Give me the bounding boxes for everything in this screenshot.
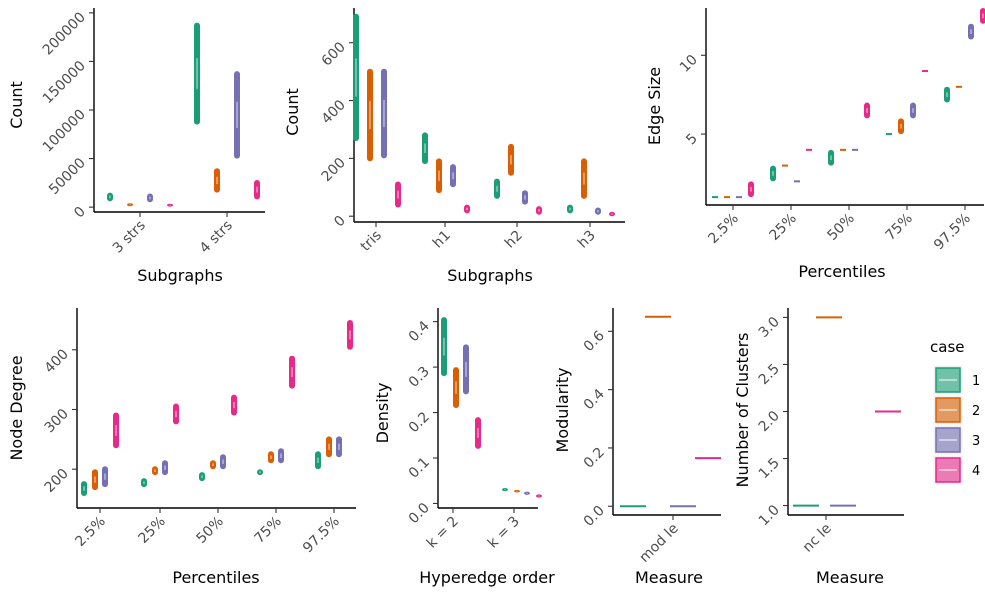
legend-keys <box>932 364 964 486</box>
legend-label: 2 <box>972 404 980 419</box>
y-tick-label: 300 <box>42 406 72 436</box>
y-tick-label: 3.0 <box>756 314 783 341</box>
panel-number-of-clusters: Number of Clusters Measure 1.0 1.5 2.0 2.5 3… <box>733 308 904 587</box>
y-tick-label: 0.2 <box>406 409 433 436</box>
y-tick-label: 0 <box>331 213 349 231</box>
y-tick-label: 150000 <box>40 58 89 107</box>
y-tick-label: 0.4 <box>581 386 608 413</box>
x-tick-label: nc le <box>800 521 835 556</box>
legend-label: 4 <box>972 464 980 479</box>
legend-key-case-1 <box>932 364 964 396</box>
ylabel: Edge Size <box>645 67 664 145</box>
ylabel: Node Degree <box>7 355 26 460</box>
y-tick-label: 1.5 <box>756 455 783 482</box>
x-tick-label: tris <box>358 228 385 255</box>
ylabel: Modularity <box>553 368 572 453</box>
y-tick-label: 100000 <box>40 107 89 156</box>
x-tick-label: k = 3 <box>485 514 523 552</box>
x-tick-label: 97.5% <box>931 211 974 254</box>
legend-label: 3 <box>972 434 980 449</box>
x-tick-label: 4 strs <box>197 218 236 257</box>
y-tick-label: 200 <box>319 155 349 185</box>
panel-node-degree: Node Degree Percentiles 200 300 400 2.5% 25%… <box>7 308 356 587</box>
xlabel: Percentiles <box>798 262 885 281</box>
xlabel: Percentiles <box>172 568 259 587</box>
ylabel: Count <box>7 81 26 129</box>
legend-key-case-4 <box>932 454 964 486</box>
legend: case 1 2 3 4 <box>930 338 980 486</box>
y-tick-label: 10 <box>677 52 701 76</box>
x-tick-label: 50% <box>194 514 227 547</box>
x-tick-label: 2.5% <box>72 514 108 550</box>
x-tick-label: k = 2 <box>424 514 462 552</box>
x-tick-label: 75% <box>883 211 916 244</box>
panel-subgraph-counts-h: Count Subgraphs 0 200 400 600 tris h1 h2 h3 <box>283 8 625 285</box>
panel-density: Density Hyperedge order 0.0 0.1 0.2 0.3 0.4 k… <box>373 308 555 587</box>
y-tick-label: 400 <box>42 346 72 376</box>
x-tick-label: mod le <box>637 521 682 566</box>
y-tick-label: 0.4 <box>406 318 433 345</box>
x-tick-label: h3 <box>575 228 599 252</box>
y-tick-label: 0.3 <box>406 364 433 391</box>
legend-key-case-3 <box>932 424 964 456</box>
y-tick-label: 0 <box>71 204 89 222</box>
y-tick-label: 200000 <box>40 9 89 58</box>
y-tick-label: 0.2 <box>581 444 608 471</box>
ylabel: Density <box>373 383 392 444</box>
xlabel: Hyperedge order <box>419 568 555 587</box>
x-tick-label: 50% <box>825 211 858 244</box>
x-tick-label: 25% <box>767 211 800 244</box>
y-tick-label: 2.5 <box>756 361 783 388</box>
xlabel: Subgraphs <box>447 266 533 285</box>
y-tick-label: 0.6 <box>581 328 608 355</box>
x-tick-label: h1 <box>430 228 454 252</box>
legend-title: case <box>930 338 964 356</box>
x-tick-label: h2 <box>502 228 526 252</box>
y-tick-label: 2.0 <box>756 408 783 435</box>
xlabel: Subgraphs <box>137 266 223 285</box>
xlabel: Measure <box>635 568 703 587</box>
xlabel: Measure <box>816 568 884 587</box>
y-tick-label: 1.0 <box>756 502 783 529</box>
panel-edge-size: Edge Size Percentiles 5 10 2.5% 25% 50% 75% 97… <box>645 8 985 281</box>
y-tick-label: 50000 <box>46 155 89 198</box>
x-tick-label: 3 strs <box>110 218 149 257</box>
x-tick-label: 2.5% <box>705 211 741 247</box>
y-tick-label: 0.1 <box>406 455 433 482</box>
legend-key-case-2 <box>932 394 964 426</box>
y-tick-label: 0.0 <box>406 500 433 527</box>
x-tick-label: 75% <box>252 514 285 547</box>
y-tick-label: 600 <box>319 39 349 69</box>
y-tick-label: 400 <box>319 97 349 127</box>
panel-modularity: Modularity Measure 0.0 0.2 0.4 0.6 mod le <box>553 308 721 587</box>
y-tick-label: 5 <box>683 131 701 149</box>
y-tick-label: 200 <box>42 466 72 496</box>
y-tick-label: 0.0 <box>581 503 608 530</box>
ylabel: Number of Clusters <box>733 333 752 488</box>
x-tick-label: 97.5% <box>300 514 343 557</box>
legend-label: 1 <box>972 374 980 389</box>
x-tick-label: 25% <box>136 514 169 547</box>
panel-subgraph-counts: Count Subgraphs 0 50000100000150000200000… <box>7 8 265 285</box>
ylabel: Count <box>283 88 302 136</box>
